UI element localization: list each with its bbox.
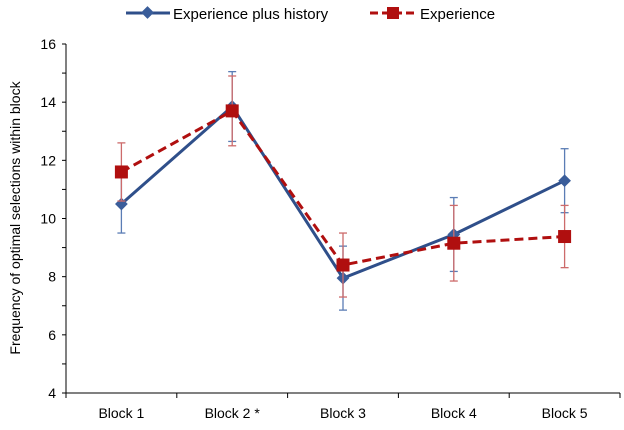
legend-label-experience-plus-history: Experience plus history <box>173 6 329 23</box>
x-tick-label: Block 4 <box>431 405 477 421</box>
legend-marker-square <box>387 7 399 19</box>
x-tick-label: Block 3 <box>320 405 366 421</box>
y-tick-label: 6 <box>48 327 56 343</box>
series-1 <box>114 75 572 298</box>
y-tick-label: 12 <box>40 152 56 168</box>
data-point <box>336 258 350 272</box>
legend-marker-diamond <box>141 6 154 19</box>
y-tick-label: 16 <box>40 36 56 52</box>
data-point <box>447 236 461 250</box>
data-point <box>225 104 239 118</box>
y-tick-label: 4 <box>48 385 56 401</box>
x-tick-label: Block 2 * <box>205 405 261 421</box>
axes: 4 6 8 10 12 14 16 Block 1 Block 2 * Block 3 Block … <box>40 36 621 421</box>
legend-label-experience: Experience <box>420 6 495 23</box>
y-tick-label: 10 <box>40 211 56 227</box>
x-tick-label: Block 5 <box>542 405 588 421</box>
data-point <box>114 165 128 179</box>
data-point <box>558 230 572 244</box>
plot-area <box>114 70 572 311</box>
y-tick-label: 14 <box>40 94 56 110</box>
legend: Experience plus history Experience <box>126 6 495 23</box>
y-tick-label: 8 <box>48 269 56 285</box>
x-tick-label: Block 1 <box>98 405 144 421</box>
y-axis-label: Frequency of optimal selections within b… <box>7 80 23 354</box>
data-point <box>558 174 571 188</box>
